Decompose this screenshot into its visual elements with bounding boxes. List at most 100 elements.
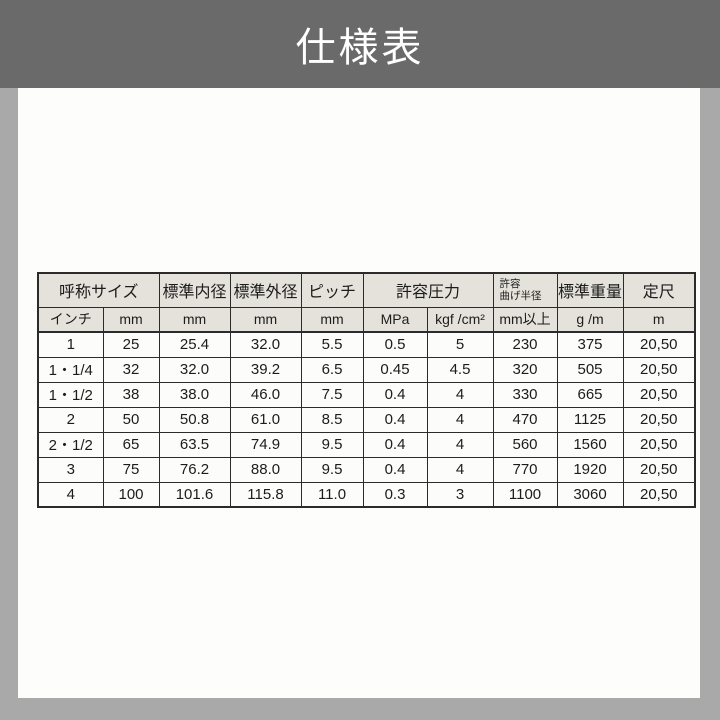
table-cell: 1560 — [556, 431, 624, 458]
table-cell: 1920 — [556, 456, 624, 483]
header-standard-length: 定尺 — [622, 272, 696, 308]
unit-mpa: MPa — [362, 306, 428, 333]
table-cell: 5.5 — [300, 331, 364, 358]
table-row: 2 50 50.8 61.0 8.5 0.4 4 470 1125 20,50 — [37, 406, 696, 433]
table-cell: 20,50 — [622, 331, 696, 358]
unit-header-row: インチ mm mm mm mm MPa kgf /cm² mm以上 g /m m — [37, 306, 696, 333]
header-bend-radius: 許容 曲げ半径 — [492, 272, 558, 308]
table-cell: 101.6 — [158, 481, 231, 508]
group-header-row: 呼称サイズ 標準内径 標準外径 ピッチ 許容圧力 許容 曲げ半径 標準重量 定尺 — [37, 272, 696, 308]
page-title: 仕様表 — [295, 26, 425, 70]
table-cell: 9.5 — [300, 431, 364, 458]
table-cell: 1125 — [556, 406, 624, 433]
header-nominal-size: 呼称サイズ — [37, 272, 160, 308]
header-inner-diameter: 標準内径 — [158, 272, 231, 308]
table-row: 3 75 76.2 88.0 9.5 0.4 4 770 1920 20,50 — [37, 456, 696, 483]
table-cell: 20,50 — [622, 356, 696, 383]
table-cell: 4 — [426, 456, 494, 483]
table-cell: 50.8 — [158, 406, 231, 433]
table-cell: 9.5 — [300, 456, 364, 483]
table-cell: 0.4 — [362, 431, 428, 458]
unit-kgf-cm2: kgf /cm² — [426, 306, 494, 333]
table-cell: 770 — [492, 456, 558, 483]
table-cell: 665 — [556, 381, 624, 408]
table-cell: 0.4 — [362, 406, 428, 433]
table-cell: 76.2 — [158, 456, 231, 483]
table-cell: 20,50 — [622, 481, 696, 508]
table-cell: 32.0 — [229, 331, 302, 358]
table-row: 2・1/2 65 63.5 74.9 9.5 0.4 4 560 1560 20,50 — [37, 431, 696, 458]
table-cell: 470 — [492, 406, 558, 433]
spec-table-body: 1 25 25.4 32.0 5.5 0.5 5 230 375 20,50 1・1/4 32 32.0… — [37, 331, 696, 508]
table-cell: 3 — [426, 481, 494, 508]
table-cell: 75 — [102, 456, 160, 483]
table-cell: 25.4 — [158, 331, 231, 358]
table-cell: 20,50 — [622, 406, 696, 433]
table-cell: 46.0 — [229, 381, 302, 408]
table-cell: 38 — [102, 381, 160, 408]
table-cell: 0.3 — [362, 481, 428, 508]
unit-m: m — [622, 306, 696, 333]
table-cell: 25 — [102, 331, 160, 358]
table-cell: 0.4 — [362, 456, 428, 483]
unit-mm-min: mm以上 — [492, 306, 558, 333]
table-cell: 88.0 — [229, 456, 302, 483]
table-cell: 20,50 — [622, 456, 696, 483]
spec-table-head: 呼称サイズ 標準内径 標準外径 ピッチ 許容圧力 許容 曲げ半径 標準重量 定尺… — [37, 272, 696, 333]
header-bend-radius-line2: 曲げ半径 — [499, 290, 542, 303]
table-cell: 1100 — [492, 481, 558, 508]
table-cell: 330 — [492, 381, 558, 408]
table-cell: 2 — [37, 406, 104, 433]
unit-mm-nominal: mm — [102, 306, 160, 333]
unit-mm-outer: mm — [229, 306, 302, 333]
table-cell: 375 — [556, 331, 624, 358]
header-pitch: ピッチ — [300, 272, 364, 308]
table-cell: 39.2 — [229, 356, 302, 383]
table-cell: 1 — [37, 331, 104, 358]
table-row: 1・1/4 32 32.0 39.2 6.5 0.45 4.5 320 505 20,50 — [37, 356, 696, 383]
unit-mm-inner: mm — [158, 306, 231, 333]
table-cell: 61.0 — [229, 406, 302, 433]
table-cell: 50 — [102, 406, 160, 433]
table-cell: 0.4 — [362, 381, 428, 408]
table-cell: 20,50 — [622, 381, 696, 408]
spec-table: 呼称サイズ 標準内径 標準外径 ピッチ 許容圧力 許容 曲げ半径 標準重量 定尺… — [37, 272, 697, 508]
table-cell: 1・1/2 — [37, 381, 104, 408]
table-cell: 32 — [102, 356, 160, 383]
unit-inch: インチ — [37, 306, 104, 333]
table-cell: 4 — [426, 406, 494, 433]
table-cell: 0.45 — [362, 356, 428, 383]
table-cell: 2・1/2 — [37, 431, 104, 458]
table-cell: 20,50 — [622, 431, 696, 458]
table-cell: 63.5 — [158, 431, 231, 458]
table-cell: 230 — [492, 331, 558, 358]
table-cell: 7.5 — [300, 381, 364, 408]
table-cell: 4 — [37, 481, 104, 508]
title-bar: 仕様表 — [0, 0, 720, 88]
table-cell: 4.5 — [426, 356, 494, 383]
table-cell: 1・1/4 — [37, 356, 104, 383]
table-cell: 32.0 — [158, 356, 231, 383]
header-allowable-pressure: 許容圧力 — [362, 272, 494, 308]
table-cell: 3060 — [556, 481, 624, 508]
table-cell: 3 — [37, 456, 104, 483]
table-cell: 115.8 — [229, 481, 302, 508]
table-row: 1・1/2 38 38.0 46.0 7.5 0.4 4 330 665 20,50 — [37, 381, 696, 408]
table-row: 4 100 101.6 115.8 11.0 0.3 3 1100 3060 20,50 — [37, 481, 696, 508]
table-cell: 5 — [426, 331, 494, 358]
unit-mm-pitch: mm — [300, 306, 364, 333]
table-cell: 560 — [492, 431, 558, 458]
table-cell: 320 — [492, 356, 558, 383]
table-cell: 8.5 — [300, 406, 364, 433]
table-cell: 6.5 — [300, 356, 364, 383]
header-outer-diameter: 標準外径 — [229, 272, 302, 308]
table-cell: 65 — [102, 431, 160, 458]
table-cell: 11.0 — [300, 481, 364, 508]
table-cell: 4 — [426, 431, 494, 458]
table-cell: 38.0 — [158, 381, 231, 408]
table-cell: 0.5 — [362, 331, 428, 358]
table-cell: 74.9 — [229, 431, 302, 458]
table-cell: 505 — [556, 356, 624, 383]
unit-g-per-m: g /m — [556, 306, 624, 333]
